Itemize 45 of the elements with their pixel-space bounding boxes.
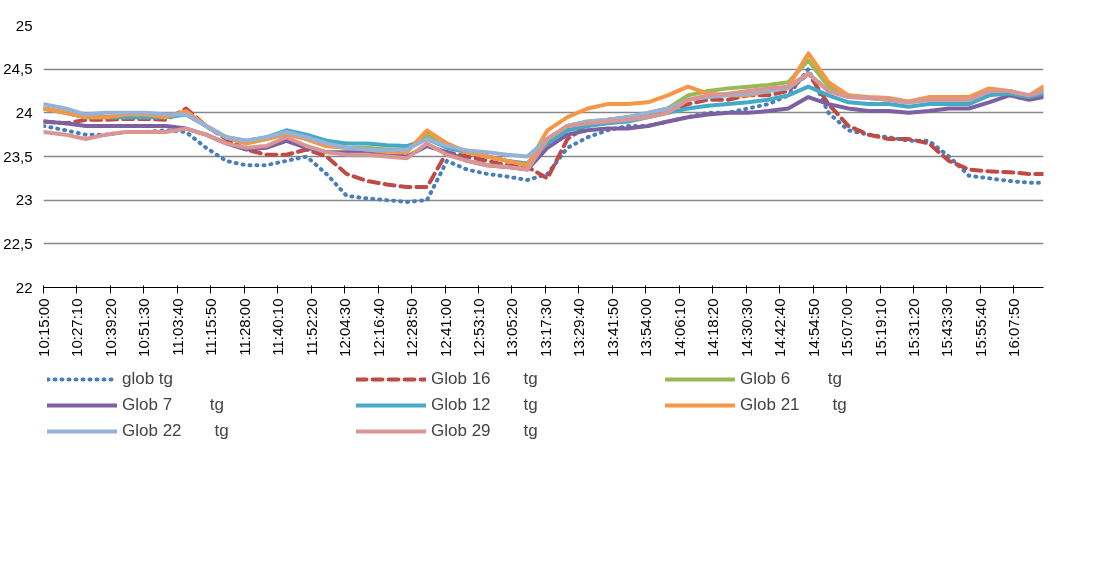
y-tick-label: 24 <box>15 103 33 121</box>
legend-label: Glob 16 tg <box>431 368 539 390</box>
x-tick-label: 15:31:20 <box>905 298 922 357</box>
y-tick-label: 22 <box>15 278 33 296</box>
y-tick-label: 23 <box>15 191 33 209</box>
x-tick-label: 11:52:20 <box>302 298 320 356</box>
x-tick-label: 12:53:10 <box>470 298 487 357</box>
y-tick-label: 23,5 <box>3 147 33 165</box>
legend-label: Glob 6 tg <box>740 368 844 390</box>
x-tick-label: 15:55:40 <box>971 298 989 357</box>
x-tick-label: 11:28:00 <box>235 298 253 356</box>
x-tick-label: 15:43:30 <box>938 298 956 357</box>
y-tick-label: 25 <box>15 16 33 34</box>
legend-label: Glob 21 tg <box>740 394 848 416</box>
x-tick-label: 10:27:10 <box>68 298 86 357</box>
x-tick-label: 16:07:50 <box>1005 298 1023 357</box>
x-tick-label: 13:29:40 <box>570 298 588 357</box>
x-tick-label: 13:05:20 <box>503 298 521 357</box>
legend-label: glob tg <box>122 368 175 390</box>
x-tick-label: 12:04:30 <box>336 298 354 357</box>
x-tick-label: 12:16:40 <box>369 298 387 357</box>
x-tick-label: 11:40:10 <box>269 298 287 356</box>
x-tick-label: 10:15:00 <box>35 298 52 357</box>
x-tick-label: 10:39:20 <box>101 298 119 357</box>
y-tick-label: 24,5 <box>3 60 33 78</box>
x-tick-label: 12:28:50 <box>403 298 421 357</box>
legend-label: Glob 7 tg <box>122 394 226 416</box>
legend-label: Glob 22 tg <box>122 420 230 442</box>
x-tick-label: 13:17:30 <box>536 298 554 357</box>
x-tick-label: 11:03:40 <box>168 298 186 356</box>
x-tick-label: 15:07:00 <box>838 298 856 357</box>
x-tick-label: 14:18:20 <box>704 298 722 357</box>
y-tick-label: 22,5 <box>3 234 33 252</box>
x-tick-label: 14:06:10 <box>670 298 688 357</box>
x-tick-label: 15:19:10 <box>871 298 889 357</box>
x-tick-label: 14:54:50 <box>804 298 822 357</box>
x-tick-label: 14:30:30 <box>737 298 755 357</box>
x-tick-label: 13:54:00 <box>637 298 655 357</box>
x-tick-label: 10:51:30 <box>135 298 153 357</box>
x-tick-label: 12:41:00 <box>436 298 454 357</box>
legend-label: Glob 29 tg <box>431 420 539 442</box>
x-tick-label: 11:15:50 <box>202 298 220 356</box>
legend-label: Glob 12 tg <box>431 394 539 416</box>
x-tick-label: 13:41:50 <box>603 298 621 357</box>
x-tick-label: 14:42:40 <box>771 298 789 357</box>
